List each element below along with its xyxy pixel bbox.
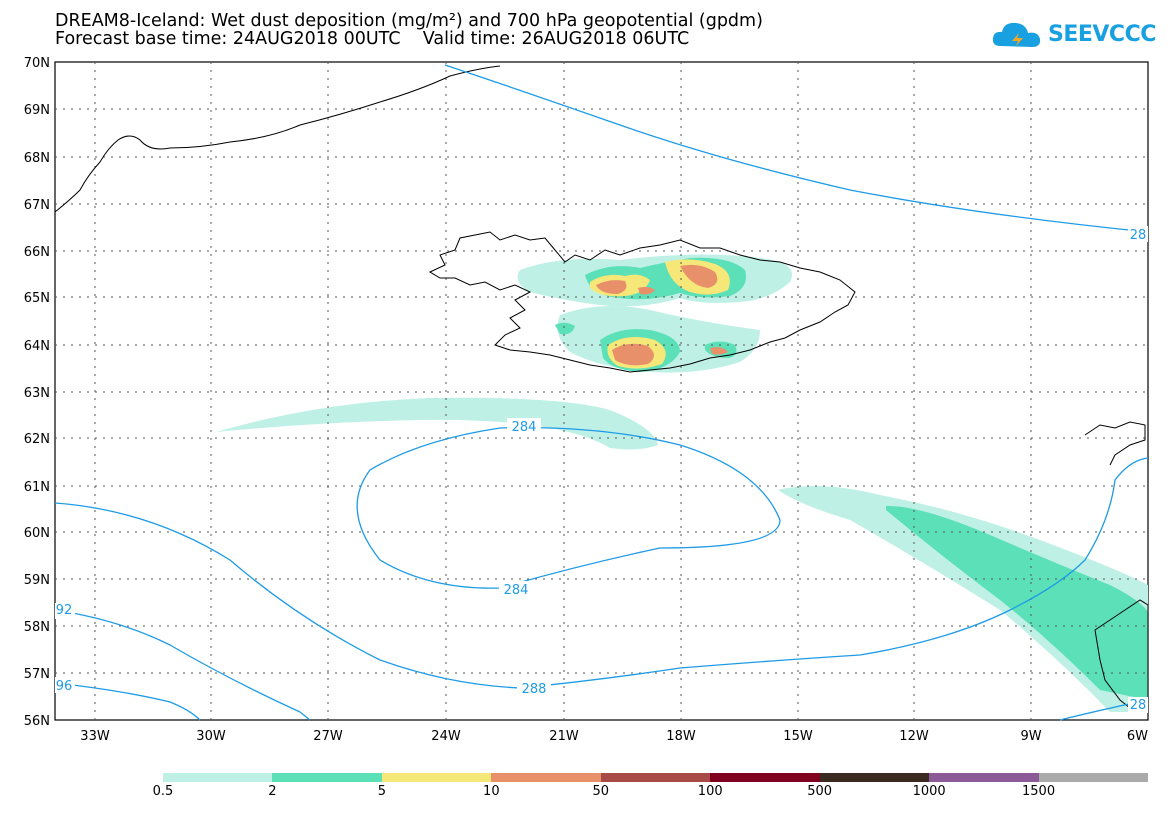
light-band-southeast: [778, 486, 1148, 712]
lat-label: 62N: [24, 432, 50, 447]
lon-label: 24W: [431, 729, 461, 744]
contour-288: [54, 457, 1149, 689]
legend-label: 100: [697, 784, 723, 799]
map-title: DREAM8-Iceland: Wet dust deposition (mg/…: [55, 11, 763, 31]
contour-280: [444, 64, 1149, 233]
seevccc-logo: SEEVCCC: [990, 16, 1156, 56]
legend-swatch: [929, 773, 1040, 782]
legend-label: 0.5: [152, 784, 174, 799]
map-canvas: 284 284 288 28 92 96 28 70N 69N 68N 67N …: [24, 56, 1149, 744]
lon-label: 30W: [196, 729, 226, 744]
contour-label: 284: [512, 420, 537, 435]
legend-swatch: [381, 773, 492, 782]
legend-swatch: [600, 773, 711, 782]
legend-swatch: [1038, 773, 1149, 782]
contour-284: [356, 426, 781, 589]
contour-labels: 284 284 288 28 92 96 28: [55, 226, 1148, 713]
lon-label: 33W: [80, 729, 110, 744]
lon-label: 21W: [549, 729, 579, 744]
map-subtitle: Forecast base time: 24AUG2018 00UTC Vali…: [55, 29, 690, 49]
lat-label: 67N: [24, 198, 50, 213]
faroe-coast: [1084, 421, 1146, 466]
legend-swatch: [710, 773, 821, 782]
lat-label: 66N: [24, 245, 50, 260]
lat-label: 65N: [24, 291, 50, 306]
legend-label: 500: [807, 784, 833, 799]
dust-deposition-layer: [216, 254, 1148, 712]
legend-label: 10: [483, 784, 500, 799]
contour-label: 28: [1130, 228, 1147, 243]
lat-label: 57N: [24, 667, 50, 682]
geopotential-contours: [54, 64, 1149, 721]
lon-label: 27W: [313, 729, 343, 744]
greenland-coast: [54, 65, 501, 213]
lat-label: 58N: [24, 620, 50, 635]
iceland-coast: [428, 231, 856, 373]
graticule: [55, 62, 1148, 720]
legend-swatch: [272, 773, 383, 782]
legend-label: 1500: [1022, 784, 1056, 799]
contour-label: 288: [522, 682, 547, 697]
lat-label: 70N: [24, 56, 50, 71]
legend-label: 2: [268, 784, 277, 799]
lat-label: 56N: [24, 714, 50, 729]
lat-label: 64N: [24, 339, 50, 354]
lat-label: 60N: [24, 526, 50, 541]
legend-label: 5: [377, 784, 387, 799]
lat-label: 59N: [24, 573, 50, 588]
legend-label: 50: [592, 784, 610, 799]
light-band-south-iceland: [216, 397, 658, 450]
lat-label: 69N: [24, 103, 50, 118]
legend-swatch: [819, 773, 930, 782]
lon-label: 9W: [1020, 729, 1041, 744]
legend-swatch: [491, 773, 602, 782]
latitude-labels: 70N 69N 68N 67N 66N 65N 64N 63N 62N 61N …: [24, 56, 50, 729]
contour-label: 28: [1130, 698, 1147, 713]
contour-label: 284: [504, 583, 529, 598]
contour-label: 96: [56, 679, 73, 694]
lat-label: 68N: [24, 151, 50, 166]
legend-label: 1000: [912, 784, 946, 799]
lon-label: 6W: [1127, 729, 1148, 744]
lon-label: 12W: [899, 729, 929, 744]
legend-swatch: [163, 773, 273, 782]
lat-label: 61N: [24, 480, 50, 495]
contour-label: 92: [56, 603, 73, 618]
green-band-southeast: [886, 505, 1148, 700]
cloud-icon: [992, 22, 1041, 47]
lat-label: 63N: [24, 386, 50, 401]
contour-296: [54, 682, 201, 721]
logo-text: SEEVCCC: [1048, 22, 1156, 47]
map-frame: [54, 61, 1149, 721]
longitude-labels: 33W 30W 27W 24W 21W 18W 15W 12W 9W 6W: [80, 729, 1148, 744]
color-legend: [163, 773, 1149, 782]
lon-label: 18W: [666, 729, 696, 744]
contour-292: [54, 609, 311, 721]
lon-label: 15W: [783, 729, 813, 744]
